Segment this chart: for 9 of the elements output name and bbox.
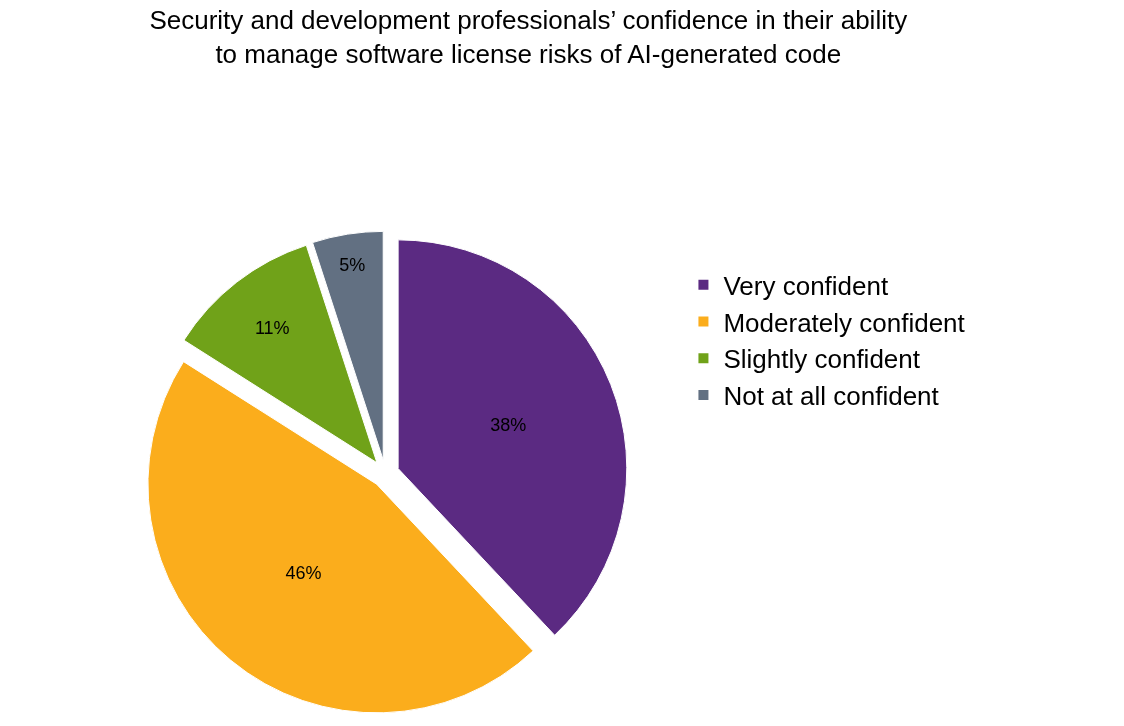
legend-label: Moderately confident [723, 307, 966, 338]
data-label: 38% [490, 414, 527, 435]
data-label: 11% [254, 317, 290, 338]
legend-label: Not at all confident [723, 381, 940, 412]
data-label: 5% [339, 254, 366, 275]
data-label: 46% [285, 562, 322, 583]
chart-title: Security and development professionals’ confidence in their ability to manage software license risks of AI-generated code [149, 5, 908, 69]
legend-label: Slightly confident [723, 344, 921, 375]
legend-label: Very confident [723, 270, 889, 301]
